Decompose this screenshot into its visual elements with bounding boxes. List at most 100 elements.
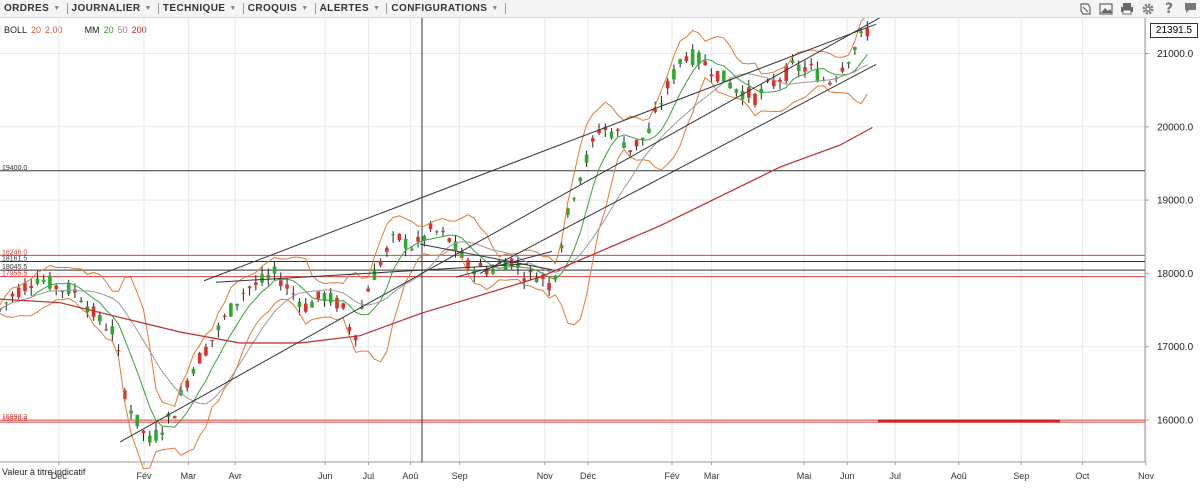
candle-body (204, 346, 208, 356)
mm-50: 50 (117, 25, 128, 35)
image-icon[interactable] (1098, 1, 1114, 17)
candle-body (609, 131, 614, 138)
candle-body (210, 339, 214, 341)
candle-body (615, 129, 620, 131)
x-tick-label: Jun (318, 471, 333, 481)
chevron-down-icon: ▼ (53, 5, 61, 12)
x-tick-label: Fév (664, 471, 680, 481)
candle-body (403, 239, 408, 249)
candle-body (416, 236, 420, 242)
help-icon[interactable]: ? (1164, 0, 1174, 17)
candle-body (222, 315, 227, 317)
menu-croquis[interactable]: CROQUIS ▼ (244, 0, 315, 17)
horizontal-level-label: 17955.5 (2, 271, 27, 278)
x-tick-label: Oct (1075, 471, 1090, 481)
bollinger-upper-line (0, 18, 866, 407)
y-tick-label: 17000.0 (1157, 342, 1194, 353)
candle-body (54, 285, 58, 290)
x-tick-label: Nov (1138, 471, 1155, 481)
candle-body (397, 233, 402, 241)
candle-body (765, 80, 770, 82)
candle-body (335, 297, 339, 309)
boll-dev: 2.00 (45, 25, 63, 35)
layers-icon[interactable] (1077, 1, 1093, 17)
candle-body (453, 241, 458, 251)
candle-body (753, 93, 757, 105)
print-icon[interactable] (1119, 1, 1135, 17)
candle-body (285, 284, 289, 289)
trendline-resistance (215, 263, 529, 283)
candle-body (622, 142, 626, 148)
menu-configurations-label: CONFIGURATIONS (391, 3, 488, 14)
candle-body (428, 223, 433, 230)
candle-body (241, 292, 246, 294)
horizontal-level-label: 18045.5 (2, 264, 27, 271)
candle-body (154, 429, 158, 441)
candle-body (435, 231, 439, 233)
candle-body (23, 282, 27, 292)
candle-body (684, 56, 689, 62)
indicator-legend: BOLL 20 2.00 MM 20 50 200 (4, 25, 147, 35)
candle-body (48, 275, 52, 289)
candle-body (784, 65, 789, 81)
candle-body (110, 326, 115, 335)
candle-body (547, 282, 551, 291)
candle-body (809, 63, 813, 66)
candle-body (104, 329, 108, 331)
menu-journalier[interactable]: JOURNALIER ▼ (68, 0, 158, 17)
chevron-down-icon: ▼ (301, 5, 309, 12)
boll-label: BOLL (4, 25, 28, 35)
candle-body (559, 245, 564, 249)
candle-body (778, 79, 782, 82)
candle-body (803, 67, 807, 72)
x-tick-label: Fév (136, 471, 152, 481)
candle-body (79, 300, 83, 303)
chevron-down-icon: ▼ (144, 5, 152, 12)
candle-body (378, 261, 383, 266)
candle-body (322, 293, 327, 301)
x-tick-label: Jul (363, 471, 375, 481)
candle-body (410, 248, 414, 251)
candle-body (740, 90, 745, 100)
menu-separator (242, 3, 244, 14)
candle-body (672, 69, 676, 80)
comment-icon[interactable] (1182, 1, 1198, 17)
candle-body (653, 109, 657, 112)
trendline-triangle-bottom (455, 250, 553, 278)
toolbar-icons: ? (1072, 0, 1198, 17)
candle-body (272, 266, 277, 274)
candle-body (247, 286, 252, 289)
candle-body (235, 303, 239, 306)
price-chart[interactable]: 21000.0 20000.0 19000.0 18000.0 17000.0 16000… (0, 18, 1200, 499)
candle-body (60, 290, 65, 292)
mm-20: 20 (103, 25, 114, 35)
candle-body (491, 268, 495, 274)
candle-body (341, 303, 345, 309)
candle-body (328, 292, 333, 303)
candle-body (597, 129, 601, 134)
horizontal-level-label: 15998.3 (2, 414, 27, 421)
settings-icon[interactable] (1140, 1, 1156, 17)
x-tick-label: Mar (704, 471, 720, 481)
x-tick-label: Déc (51, 471, 68, 481)
candle-body (310, 302, 314, 308)
menu-configurations[interactable]: CONFIGURATIONS ▼ (387, 0, 504, 17)
menu-ordres[interactable]: ORDRES ▼ (0, 0, 67, 17)
candle-body (859, 31, 863, 34)
candle-body (690, 49, 695, 66)
candle-body (541, 274, 545, 280)
trendline-triangle-top (419, 243, 553, 271)
candle-body (447, 238, 452, 242)
candle-body (197, 353, 202, 364)
candle-body (771, 80, 776, 87)
candle-body (722, 70, 726, 82)
candle-body (260, 274, 264, 283)
x-tick-label: Nov (537, 471, 554, 481)
menu-alertes[interactable]: ALERTES ▼ (316, 0, 387, 17)
candle-body (634, 139, 639, 147)
x-tick-label: Jul (889, 471, 901, 481)
candle-body (466, 259, 470, 269)
menu-technique[interactable]: TECHNIQUE ▼ (159, 0, 243, 17)
candle-body (422, 235, 427, 241)
candle-body (185, 380, 189, 388)
